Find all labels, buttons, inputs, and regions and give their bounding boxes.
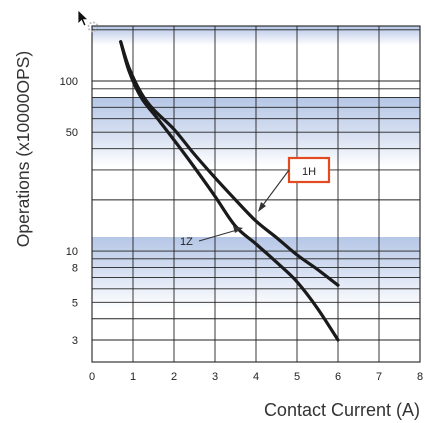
y-tick-labels: 100 50 10 8 5 3 <box>60 76 78 347</box>
series-lines <box>119 40 340 342</box>
y-axis-title: Operations (x10000OPS) <box>13 51 33 248</box>
x-tick-label-4: 4 <box>253 371 259 383</box>
annotation-1z-arrowhead <box>233 226 243 233</box>
x-tick-label-8: 8 <box>417 371 423 383</box>
x-tick-label-5: 5 <box>294 371 300 383</box>
annotation-1z: 1Z <box>180 226 243 248</box>
annotation-1h-label: 1H <box>302 166 316 178</box>
y-tick-label-5: 5 <box>72 297 78 309</box>
annotation-1z-label: 1Z <box>180 236 193 248</box>
x-tick-label-1: 1 <box>130 371 136 383</box>
y-tick-label-8: 8 <box>72 263 78 275</box>
x-axis-title: Contact Current (A) <box>264 400 420 420</box>
x-tick-label-2: 2 <box>171 371 177 383</box>
y-tick-label-10: 10 <box>66 246 78 258</box>
annotation-1h-leader <box>259 169 290 210</box>
y-tick-label-100: 100 <box>60 76 78 88</box>
annotation-1h: 1H <box>258 156 331 212</box>
x-tick-label-7: 7 <box>376 371 382 383</box>
x-tick-label-0: 0 <box>89 371 95 383</box>
annotation-1h-arrowhead <box>258 202 266 212</box>
x-tick-label-3: 3 <box>212 371 218 383</box>
series-line-1h <box>119 40 340 287</box>
mouse-cursor-icon <box>77 9 99 33</box>
x-tick-label-6: 6 <box>335 371 341 383</box>
y-tick-label-50: 50 <box>66 127 78 139</box>
series-line-1z <box>119 40 340 342</box>
plot-frame <box>91 25 421 363</box>
x-tick-labels: 0 1 2 3 4 5 6 7 8 <box>89 371 423 383</box>
grid-lines <box>91 25 421 363</box>
y-tick-label-3: 3 <box>72 335 78 347</box>
annotation-1z-leader <box>198 229 238 242</box>
